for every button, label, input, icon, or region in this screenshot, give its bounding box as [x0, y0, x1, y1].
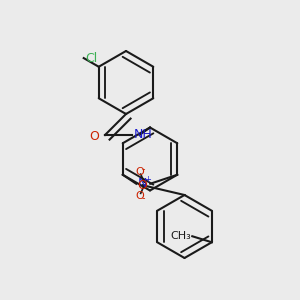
- Text: -: -: [142, 164, 146, 174]
- Text: NH: NH: [134, 128, 152, 142]
- Text: O: O: [138, 179, 148, 192]
- Text: O: O: [89, 130, 99, 143]
- Text: N: N: [138, 177, 147, 190]
- Text: O: O: [135, 167, 144, 177]
- Text: -: -: [142, 193, 146, 203]
- Text: Cl: Cl: [85, 52, 98, 64]
- Text: +: +: [144, 175, 151, 184]
- Text: CH₃: CH₃: [170, 231, 191, 241]
- Text: O: O: [135, 191, 144, 201]
